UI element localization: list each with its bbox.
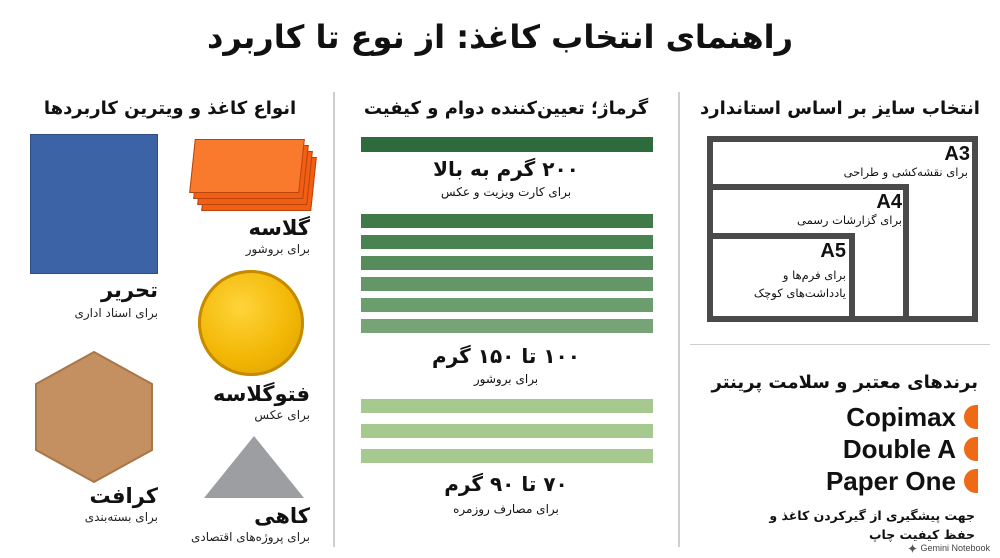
brand-double-a: Double A xyxy=(842,433,956,464)
brand-row-double-a: Double A xyxy=(843,434,978,464)
size-a3-desc: برای نقشه‌کشی و طراحی xyxy=(843,165,968,179)
kraft-label: کرافت xyxy=(89,484,158,508)
paper-types-heading: انواع کاغذ و ویترین کاربردها xyxy=(43,98,297,119)
weight-tier-medium-desc: برای بروشور xyxy=(473,372,539,386)
straw-paper-desc: برای پروژه‌های اقتصادی xyxy=(190,530,310,544)
weight-bar-light-1 xyxy=(361,399,653,413)
brand-copimax: Copimax xyxy=(846,401,956,432)
weight-tier-heavy-label: ۲۰۰ گرم به بالا xyxy=(433,157,579,181)
weight-bar-light-3 xyxy=(361,449,653,463)
sizes-heading: انتخاب سایز بر اساس استاندارد xyxy=(700,98,980,119)
weight-bar-medium-4 xyxy=(361,277,653,291)
watermark: Gemini Notebook xyxy=(908,543,990,553)
glossy-label: گلاسه xyxy=(248,216,310,240)
weight-tier-medium-label: ۱۰۰ تا ۱۵۰ گرم xyxy=(432,344,580,368)
glossy-desc: برای بروشور xyxy=(245,242,310,256)
column-divider-left xyxy=(333,92,335,547)
kraft-desc: برای بسته‌بندی xyxy=(84,510,158,524)
weight-bar-medium-3 xyxy=(361,256,653,270)
column-divider-right xyxy=(678,92,680,547)
straw-paper-label: کاهی xyxy=(254,504,310,528)
bullet-icon xyxy=(964,405,978,429)
weight-bar-medium-2 xyxy=(361,235,653,249)
brands-note-line1: جهت پیشگیری از گیرکردن کاغذ و xyxy=(769,508,975,523)
size-a5-desc-line2: یادداشت‌های کوچک xyxy=(753,286,846,300)
size-a5-name: A5 xyxy=(820,240,846,262)
brand-paper-one: Paper One xyxy=(825,465,956,496)
weight-tier-light-label: ۷۰ تا ۹۰ گرم xyxy=(444,472,568,496)
size-a4-desc: برای گزارشات رسمی xyxy=(796,213,902,227)
size-a4-name: A4 xyxy=(876,191,902,213)
weight-bar-medium-5 xyxy=(361,298,653,312)
section-divider-right xyxy=(690,344,990,345)
weight-bar-light-2 xyxy=(361,424,653,438)
weight-bar-medium-1 xyxy=(361,214,653,228)
size-a5-box xyxy=(707,233,855,322)
writing-paper-label: تحریر xyxy=(100,278,158,302)
bullet-icon xyxy=(964,469,978,493)
kraft-paper-icon xyxy=(35,350,153,484)
writing-paper-desc: برای اسناد اداری xyxy=(74,306,158,320)
brands-heading-text: برندهای معتبر و سلامت پرینتر xyxy=(711,372,978,393)
watermark-text: Gemini Notebook xyxy=(920,543,990,553)
straw-paper-icon xyxy=(204,436,304,498)
photo-glossy-desc: برای عکس xyxy=(254,408,310,422)
weight-heading: گرماژ؛ تعیین‌کننده دوام و کیفیت xyxy=(363,98,649,119)
brands-heading: برندهای معتبر و سلامت پرینتر xyxy=(690,372,990,393)
glossy-paper-icon xyxy=(189,137,317,217)
brand-row-copimax: Copimax xyxy=(846,402,978,432)
bullet-icon xyxy=(964,437,978,461)
weight-tier-light-desc: برای مصارف روزمره xyxy=(453,502,559,516)
size-a3-name: A3 xyxy=(944,143,970,165)
weight-bar-heavy xyxy=(361,137,653,152)
size-a5-desc-line1: برای فرم‌ها و xyxy=(782,268,846,282)
photo-glossy-label: فتوگلاسه xyxy=(212,382,310,406)
page-title: راهنمای انتخاب کاغذ: از نوع تا کاربرد xyxy=(206,18,794,56)
weight-bar-medium-6 xyxy=(361,319,653,333)
weight-tier-heavy-desc: برای کارت ویزیت و عکس xyxy=(440,185,572,199)
writing-paper-icon xyxy=(30,134,158,274)
sparkle-icon xyxy=(908,543,918,553)
brand-row-paper-one: Paper One xyxy=(826,466,978,496)
brands-note-line2: حفظ کیفیت چاپ xyxy=(868,527,975,542)
photo-glossy-icon xyxy=(198,270,304,376)
